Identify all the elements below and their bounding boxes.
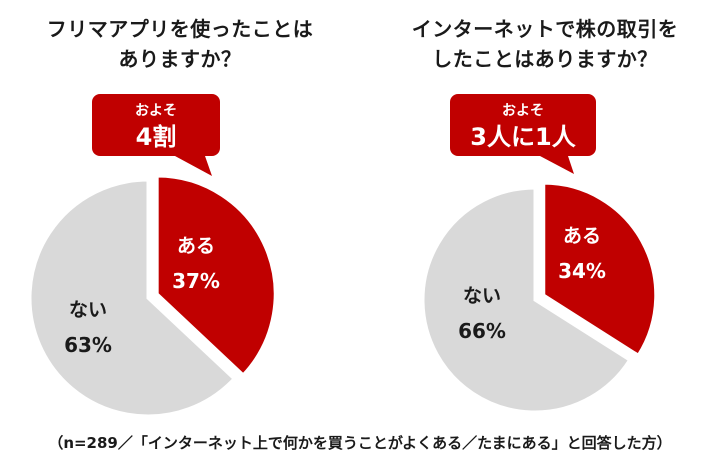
pie-slice-yes (542, 181, 658, 358)
chart-title-left-line2: ありますか？ (118, 47, 242, 71)
pie-chart-flea-market-app: ある 37% ない 63% およそ 4割 (28, 94, 277, 418)
callout-line1: およそ (135, 103, 177, 119)
callout-line1: およそ (502, 103, 544, 119)
slice-label-no: ない (69, 299, 107, 321)
slice-percent-yes: 34% (558, 259, 606, 283)
chart-title-left: フリマアプリを使ったことは ありますか？ (10, 14, 350, 74)
slice-percent-yes: 37% (172, 269, 220, 293)
chart-title-left-line1: フリマアプリを使ったことは (46, 17, 314, 41)
pie-slice-no (28, 178, 237, 418)
slice-percent-no: 63% (64, 333, 112, 357)
pie-chart-online-stock-trading: ある 34% ない 66% およそ 3人に1人 (421, 94, 658, 414)
slice-label-yes: ある (177, 235, 215, 257)
slice-label-no: ない (463, 285, 501, 307)
pie-slice-yes (155, 174, 277, 377)
callout-line2: 3人に1人 (470, 123, 575, 151)
pie-slice-no (421, 186, 632, 414)
chart-title-right-line2: したことはありますか？ (432, 47, 658, 71)
chart-title-right: インターネットで株の取引を したことはありますか？ (375, 14, 715, 74)
slice-label-yes: ある (563, 225, 601, 247)
callout-line2: 4割 (136, 123, 177, 151)
callout-bubble: およそ 4割 (92, 94, 220, 176)
footnote: （n=289／「インターネット上で何かを買うことがよくある／たまにある」と回答し… (48, 434, 672, 452)
callout-bubble: およそ 3人に1人 (450, 94, 596, 174)
chart-title-right-line1: インターネットで株の取引を (411, 17, 679, 41)
slice-percent-no: 66% (458, 319, 506, 343)
